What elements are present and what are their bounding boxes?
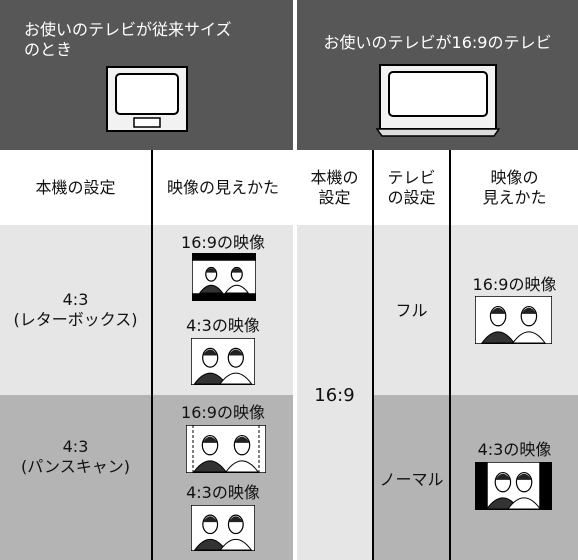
picture-icon — [475, 296, 552, 344]
column-header: テレビ の設定 — [387, 168, 436, 207]
setting: 4:3 (パンスキャン) — [21, 437, 130, 476]
view-label: 16:9の映像 — [181, 403, 265, 422]
view-label: 4:3の映像 — [186, 483, 260, 502]
tv-icon-wide — [376, 64, 500, 137]
column-header: 本機の設定 — [35, 178, 116, 197]
divider — [449, 150, 451, 560]
column-header: 映像の見えかた — [166, 178, 279, 197]
tv-setting: フル — [395, 301, 428, 320]
picture-icon — [186, 425, 266, 473]
picture-icon — [191, 338, 255, 385]
divider — [372, 150, 374, 560]
picture-icon — [475, 462, 552, 510]
view-label: 16:9の映像 — [472, 275, 557, 294]
setting: 4:3 (レターボックス) — [13, 290, 138, 329]
view-label: 16:9の映像 — [181, 233, 265, 252]
divider — [151, 150, 153, 560]
setting: 16:9 — [314, 385, 355, 406]
column-header: 映像の 見えかた — [482, 168, 547, 207]
header-right: お使いのテレビが16:9のテレビ — [323, 33, 552, 52]
picture-icon — [192, 253, 256, 301]
column-header: 本機の 設定 — [310, 168, 359, 207]
tv-setting: ノーマル — [379, 470, 444, 489]
tv-icon-standard — [106, 66, 188, 132]
view-label: 4:3の映像 — [186, 316, 260, 335]
picture-icon — [191, 505, 255, 551]
view-label: 4:3の映像 — [477, 440, 552, 459]
header-left: お使いのテレビが従来サイズ のとき — [24, 20, 232, 59]
